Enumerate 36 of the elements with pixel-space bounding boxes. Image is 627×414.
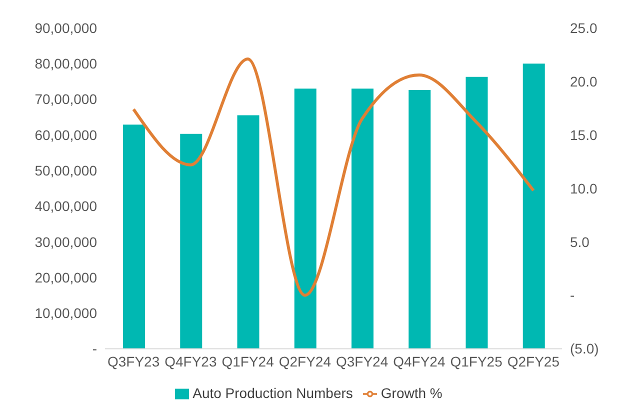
y2-tick-label: 10.0: [570, 180, 598, 196]
x-tick-label: Q4FY24: [393, 354, 446, 370]
y-tick-label: 30,00,000: [34, 234, 98, 250]
y-tick-label: 10,00,000: [34, 305, 98, 322]
bar: [123, 124, 145, 349]
y2-tick-label: 5.0: [570, 234, 590, 250]
x-tick-label: Q1FY25: [450, 354, 503, 370]
bar: [522, 64, 545, 349]
y2-tick-label: 25.0: [570, 20, 598, 36]
x-tick-label: Q2FY24: [278, 354, 332, 370]
legend-label: Auto Production Numbers: [192, 384, 353, 401]
y-tick-label: 70,00,000: [34, 91, 98, 108]
y-tick-label: 40,00,000: [34, 198, 98, 214]
y2-tick-label: 20.0: [570, 73, 598, 90]
x-tick-label: Q3FY23: [107, 354, 160, 370]
x-tick-label: Q3FY24: [336, 354, 388, 370]
bar: [352, 88, 374, 349]
y-tick-label: -: [92, 340, 98, 357]
y2-tick-label: -: [570, 287, 575, 304]
y-tick-label: 90,00,000: [34, 20, 98, 36]
line-series: [132, 58, 535, 297]
bar: [408, 90, 431, 349]
x-tick-label: Q4FY23: [164, 354, 217, 370]
bar: [237, 115, 260, 349]
y2-tick-label: 15.0: [570, 126, 598, 143]
bar: [180, 134, 202, 349]
x-tick-label: Q2FY25: [507, 354, 560, 370]
legend-label: Growth %: [380, 384, 442, 401]
y2-tick-label: (5.0): [570, 340, 599, 357]
y-tick-label: 60,00,000: [34, 126, 98, 143]
y-tick-label: 20,00,000: [34, 269, 98, 286]
y-tick-label: 80,00,000: [34, 56, 98, 72]
bar: [466, 76, 488, 349]
bar: [294, 88, 316, 349]
x-tick-label: Q1FY24: [222, 354, 274, 370]
y-tick-label: 50,00,000: [34, 162, 98, 179]
